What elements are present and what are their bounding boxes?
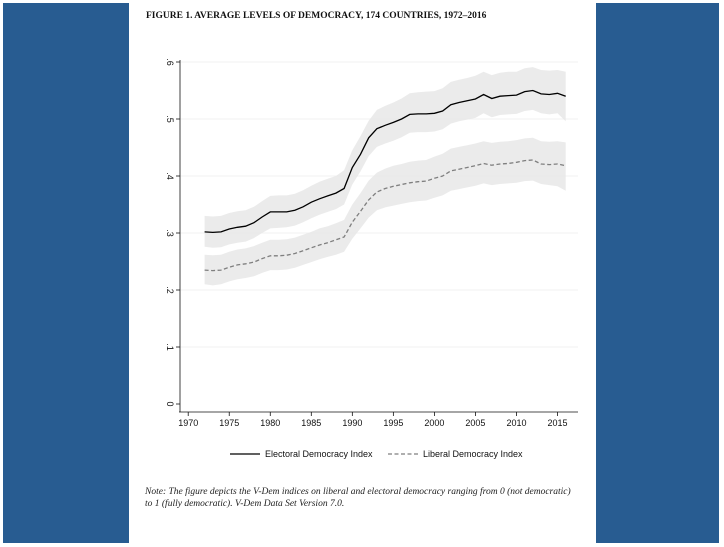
series-line-1 bbox=[204, 159, 566, 272]
y-tick-label-5: .5 bbox=[165, 115, 175, 123]
y-tick-label-0: 0 bbox=[165, 401, 175, 406]
x-tick-label-2: 1980 bbox=[260, 418, 280, 428]
x-tick-label-0: 1970 bbox=[178, 418, 198, 428]
confidence-band-0 bbox=[204, 67, 566, 248]
series-line-0 bbox=[204, 89, 566, 234]
x-tick-label-9: 2015 bbox=[547, 418, 567, 428]
y-tick-label-4: .4 bbox=[165, 172, 175, 180]
x-tick-label-6: 2000 bbox=[424, 418, 444, 428]
x-tick-label-8: 2010 bbox=[506, 418, 526, 428]
legend-label-liberal: Liberal Democracy Index bbox=[423, 449, 523, 459]
x-tick-label-1: 1975 bbox=[219, 418, 239, 428]
confidence-band-1 bbox=[204, 137, 566, 286]
x-tick-label-4: 1990 bbox=[342, 418, 362, 428]
legend-label-electoral: Electoral Democracy Index bbox=[265, 449, 373, 459]
y-tick-label-6: .6 bbox=[165, 58, 175, 66]
figure-note: Note: The figure depicts the V-Dem indic… bbox=[145, 487, 571, 509]
y-tick-label-1: .1 bbox=[165, 343, 175, 351]
y-tick-label-2: .2 bbox=[165, 286, 175, 294]
y-tick-label-3: .3 bbox=[165, 229, 175, 237]
x-tick-label-5: 1995 bbox=[383, 418, 403, 428]
figure-title: FIGURE 1. AVERAGE LEVELS OF DEMOCRACY, 1… bbox=[146, 11, 487, 21]
x-tick-label-3: 1985 bbox=[301, 418, 321, 428]
x-tick-label-7: 2005 bbox=[465, 418, 485, 428]
